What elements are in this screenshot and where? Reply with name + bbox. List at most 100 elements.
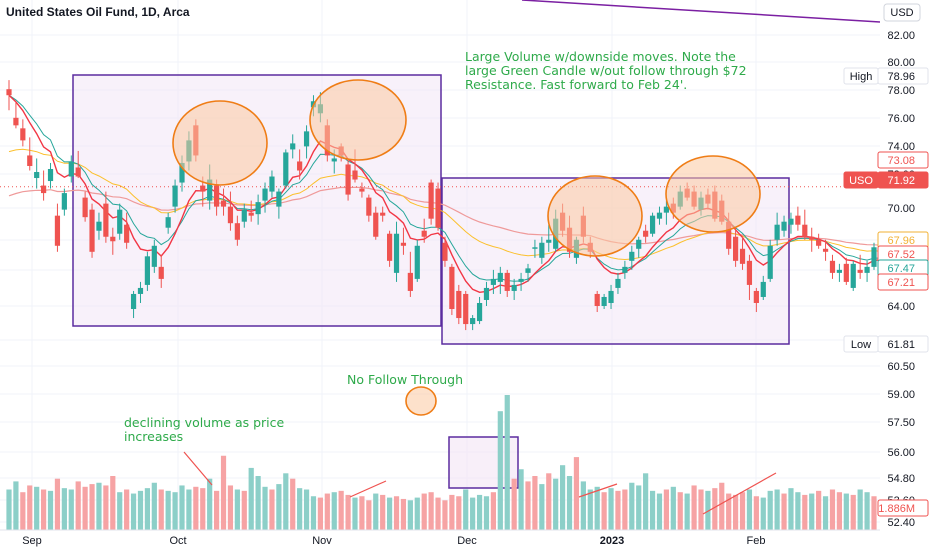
volume-bar (601, 492, 607, 530)
volume-bar (262, 486, 268, 530)
candle-body (539, 242, 545, 258)
time-tick-label: Dec (457, 535, 477, 547)
volume-bar (746, 489, 753, 530)
price-axis[interactable]: USD82.0080.0078.0076.0074.0072.0070.0068… (843, 0, 932, 550)
volume-bar (816, 490, 822, 530)
candle-body (532, 247, 538, 249)
price-tick-label: 74.00 (887, 141, 915, 153)
volume-bar (504, 395, 510, 530)
chart-title: United States Oil Fund, 1D, Arca (6, 5, 190, 19)
currency-label: USD (890, 7, 913, 19)
volume-bar (338, 490, 344, 530)
volume-bar (34, 486, 40, 530)
candle-body (214, 185, 220, 207)
volume-bar (241, 490, 247, 530)
volume-bar (359, 496, 365, 530)
price-tick-label: 80.00 (887, 57, 915, 69)
volume-bar (864, 492, 870, 530)
volume-bar (490, 492, 496, 530)
volume-bar (726, 493, 732, 530)
volume-bar (407, 500, 413, 530)
volume-bar (54, 478, 61, 530)
volume-bar (670, 486, 676, 530)
candle-body (172, 185, 178, 207)
candle-body (843, 263, 849, 282)
note-volume-line: increases (124, 429, 183, 444)
candle-body (829, 260, 836, 273)
volume-bar (774, 489, 780, 530)
candle-body (864, 266, 870, 273)
price-badge (877, 273, 929, 291)
highlight-ellipse (405, 386, 437, 416)
candle-body (331, 158, 337, 162)
volume-bar (622, 489, 628, 530)
candle-body (89, 209, 95, 252)
price-tick-label: 54.80 (887, 473, 915, 485)
volume-bar (20, 492, 26, 530)
volume-bar (733, 494, 739, 530)
volume-bar (511, 478, 517, 530)
candle-body (774, 224, 780, 240)
volume-bar (89, 484, 95, 530)
candle-body (470, 318, 476, 325)
candle-body (726, 221, 732, 249)
candle-body (636, 239, 642, 249)
candle-body (380, 212, 386, 216)
volume-bar (594, 486, 600, 530)
candle-body (449, 266, 455, 310)
volume-bar (829, 489, 836, 530)
volume-bar (297, 488, 303, 530)
price-tick-label: 70.00 (887, 203, 915, 215)
volume-bar (580, 481, 586, 530)
candle-body (622, 266, 628, 273)
volume-bar (124, 489, 130, 530)
volume-bar (615, 490, 621, 530)
candle-body (373, 212, 379, 237)
candle-body (525, 268, 531, 273)
volume-bar (539, 484, 545, 530)
time-axis[interactable]: Sep Oct Nov Dec 2023 Feb (0, 529, 880, 550)
volume-bar (110, 476, 116, 530)
volume-bar (207, 478, 213, 530)
volume-bar (345, 494, 351, 530)
candle-body (137, 287, 144, 294)
volume-bar (739, 492, 746, 530)
candle-body (393, 233, 400, 273)
volume-bar (463, 489, 469, 530)
annotations: Large Volume w/downside moves. Note thel… (124, 49, 747, 444)
volume-bar (303, 489, 310, 530)
candle-body (54, 215, 61, 246)
price-badge (877, 151, 929, 169)
candle-body (151, 245, 157, 267)
volume-bar (310, 496, 317, 530)
currency-button[interactable] (883, 3, 921, 22)
volume-bar (553, 478, 559, 530)
price-tick-label: 60.50 (887, 361, 915, 373)
candle-body (629, 251, 635, 261)
volume-bar (497, 411, 503, 530)
price-tick-label: 76.00 (887, 113, 915, 125)
price-tick-label: 78.00 (887, 85, 915, 97)
price-badge-value: 78.96 (887, 71, 915, 83)
volume-bar (421, 493, 427, 530)
time-tick-label: Feb (747, 535, 766, 547)
price-badge-value: 67.47 (887, 263, 915, 275)
volume-bar (871, 496, 877, 530)
candle-body (241, 209, 247, 222)
volume-bar (193, 486, 199, 530)
volume-bar (677, 492, 683, 530)
time-tick-label: Sep (22, 535, 42, 547)
candle-body (490, 278, 496, 285)
volume-bar (200, 488, 206, 530)
candle-body (615, 278, 621, 288)
candle-body (546, 239, 552, 243)
candle-body (345, 164, 351, 195)
volume-bar (760, 497, 766, 530)
price-badge (877, 67, 929, 85)
candle-body (13, 117, 19, 126)
candle-body (110, 236, 116, 242)
volume-bar (47, 490, 54, 530)
volume-bar (75, 481, 81, 530)
volume-bar (705, 490, 711, 530)
